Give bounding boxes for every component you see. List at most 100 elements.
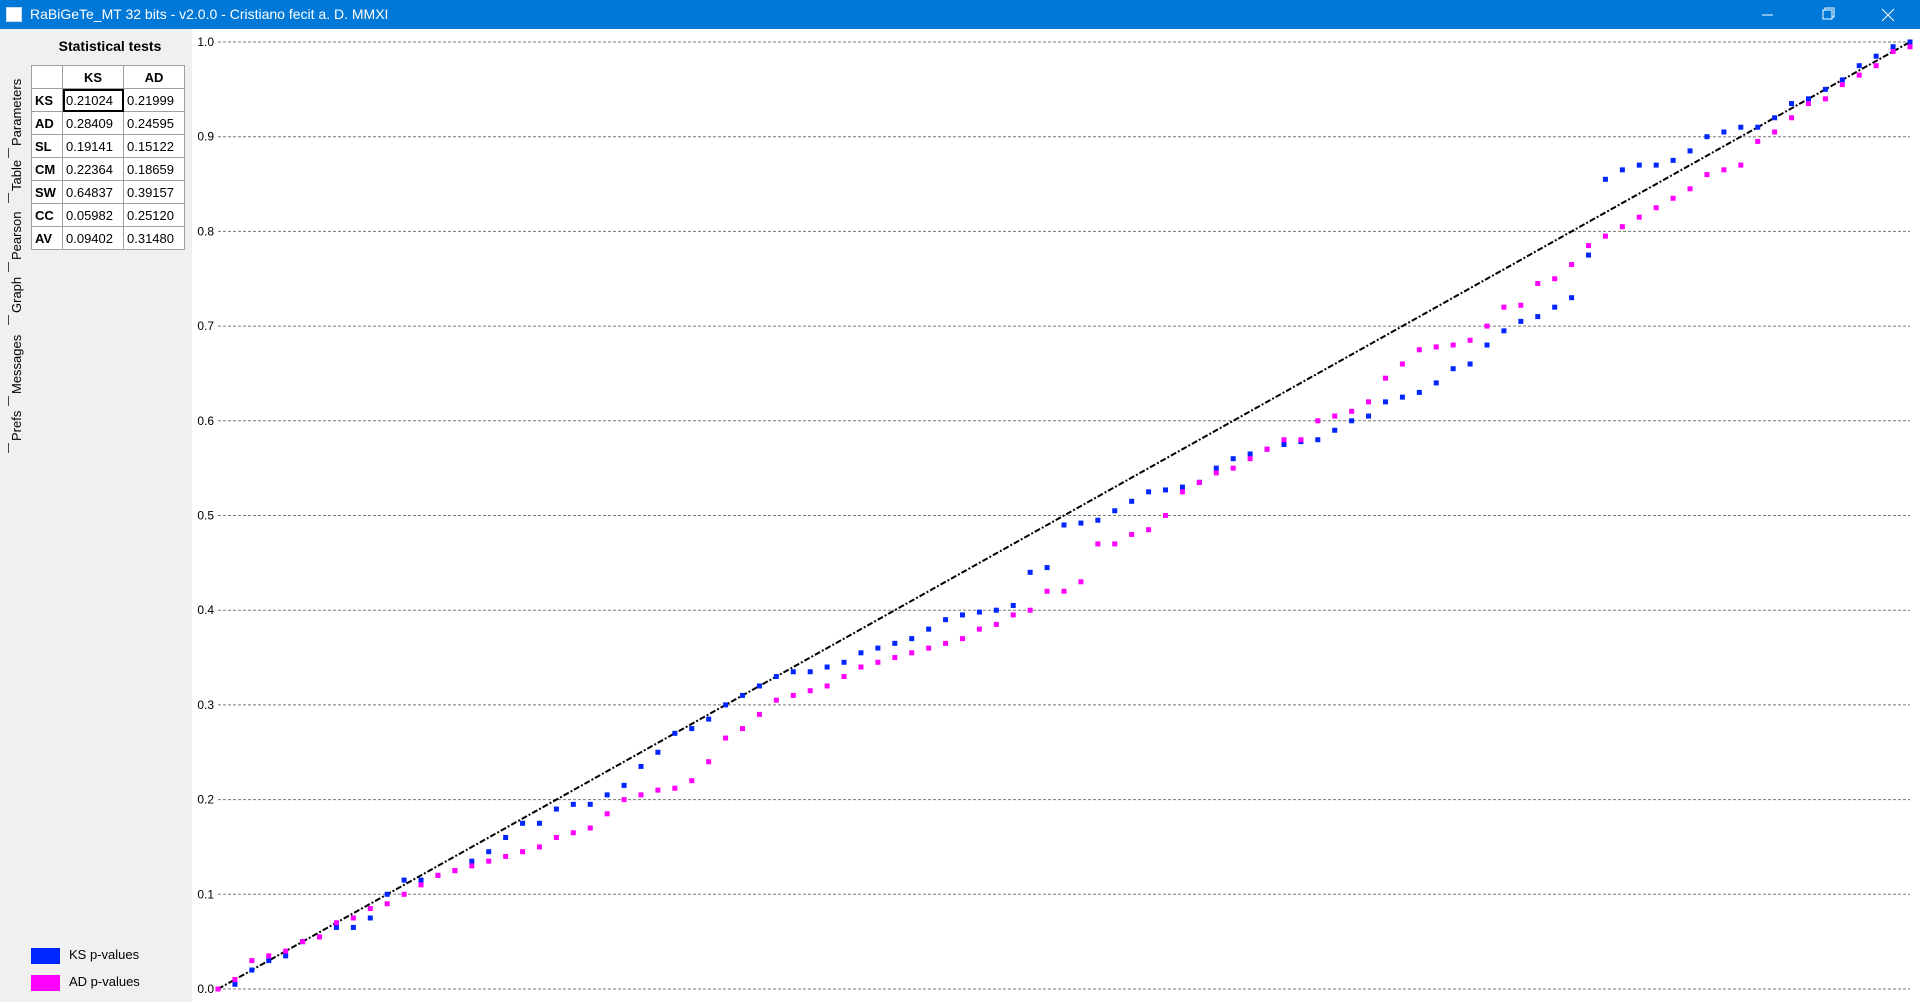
y-tick-label: 0.4 — [197, 603, 214, 617]
row-header: SW — [31, 180, 63, 204]
tab[interactable]: Pearson — [2, 203, 28, 260]
tab-label: Prefs — [9, 410, 24, 441]
table-cell: 0.09402 — [62, 226, 124, 250]
data-point — [1416, 347, 1422, 353]
table-row: CC 0.05982 0.25120 — [31, 203, 185, 227]
data-point — [1163, 487, 1169, 493]
data-point — [232, 981, 238, 987]
data-point — [841, 673, 847, 679]
data-point — [1518, 302, 1524, 308]
tab[interactable]: Graph — [2, 268, 28, 313]
data-point — [909, 650, 915, 656]
data-point — [1010, 612, 1016, 618]
close-button[interactable] — [1860, 0, 1916, 29]
tab[interactable]: Messages — [2, 324, 28, 394]
data-point — [621, 782, 627, 788]
corner-cell — [31, 65, 63, 89]
table-row: SW 0.64837 0.39157 — [31, 180, 185, 204]
data-point — [638, 792, 644, 798]
data-point — [1247, 451, 1253, 457]
data-point — [350, 924, 356, 930]
legend-item: KS p-values — [31, 947, 139, 964]
data-point — [706, 716, 712, 722]
data-point — [283, 953, 289, 959]
tab-separator — [8, 148, 11, 158]
data-point — [1501, 328, 1507, 334]
data-point — [943, 617, 949, 623]
table-cell: 0.19141 — [62, 134, 124, 158]
table-row: KS 0.21024 0.21999 — [31, 88, 185, 112]
data-point — [672, 730, 678, 736]
data-point — [1213, 470, 1219, 476]
data-point — [401, 877, 407, 883]
data-point — [384, 901, 390, 907]
data-point — [1805, 96, 1811, 102]
data-point — [1704, 134, 1710, 140]
table-row: AV 0.09402 0.31480 — [31, 226, 185, 250]
data-point — [283, 948, 289, 954]
data-point — [1653, 162, 1659, 168]
data-point — [1535, 280, 1541, 286]
table-cell: 0.31480 — [123, 226, 185, 250]
data-point — [1484, 342, 1490, 348]
data-point — [740, 692, 746, 698]
data-point — [1738, 124, 1744, 130]
restore-button[interactable] — [1800, 0, 1856, 29]
data-point — [1636, 214, 1642, 220]
data-point — [553, 806, 559, 812]
data-point — [1349, 418, 1355, 424]
data-point — [993, 607, 999, 613]
legend-item: AD p-values — [31, 974, 140, 991]
data-point — [503, 853, 509, 859]
tab[interactable]: Prefs — [2, 401, 28, 441]
data-point — [1535, 314, 1541, 320]
data-point — [1653, 205, 1659, 211]
app-icon — [6, 7, 22, 22]
side-panel: Parameters Table Pearson Graph Messages Prefs… — [0, 29, 192, 1002]
data-point — [1044, 565, 1050, 571]
data-point — [1112, 541, 1118, 547]
table-cell: 0.21024 — [62, 88, 124, 112]
window-title: RaBiGeTe_MT 32 bits - v2.0.0 - Cristiano… — [30, 6, 389, 22]
data-point — [570, 830, 576, 836]
data-point — [1569, 262, 1575, 268]
tab-separator — [8, 315, 11, 325]
data-point — [892, 655, 898, 661]
data-point — [1552, 276, 1558, 282]
data-point — [1078, 520, 1084, 526]
data-point — [1687, 148, 1693, 154]
legend-label: KS p-values — [69, 947, 140, 962]
data-point — [418, 877, 424, 883]
data-point — [976, 626, 982, 632]
data-point — [1755, 138, 1761, 144]
data-point — [790, 692, 796, 698]
table-cell: 0.05982 — [62, 203, 124, 227]
data-point — [841, 659, 847, 665]
table-cell: 0.15122 — [123, 134, 185, 158]
data-point — [300, 939, 306, 945]
data-point — [317, 934, 323, 940]
data-point — [1179, 489, 1185, 495]
data-point — [1416, 389, 1422, 395]
data-point — [1890, 48, 1896, 54]
tab-label: Graph — [9, 276, 24, 313]
data-point — [1721, 129, 1727, 135]
row-header: SL — [31, 134, 63, 158]
tab[interactable]: Parameters — [2, 63, 28, 146]
minimize-button[interactable] — [1740, 0, 1796, 29]
data-point — [604, 792, 610, 798]
data-point — [1873, 63, 1879, 69]
data-point — [1078, 579, 1084, 585]
data-point — [1061, 588, 1067, 594]
data-point — [926, 645, 932, 651]
data-point — [672, 785, 678, 791]
data-point — [486, 858, 492, 864]
row-header: KS — [31, 88, 63, 112]
row-header: AV — [31, 226, 63, 250]
data-point — [943, 640, 949, 646]
data-point — [1772, 129, 1778, 135]
data-point — [807, 688, 813, 694]
tab[interactable]: Table — [2, 150, 28, 191]
data-point — [503, 834, 509, 840]
stats-title: Statistical tests — [58, 38, 162, 54]
